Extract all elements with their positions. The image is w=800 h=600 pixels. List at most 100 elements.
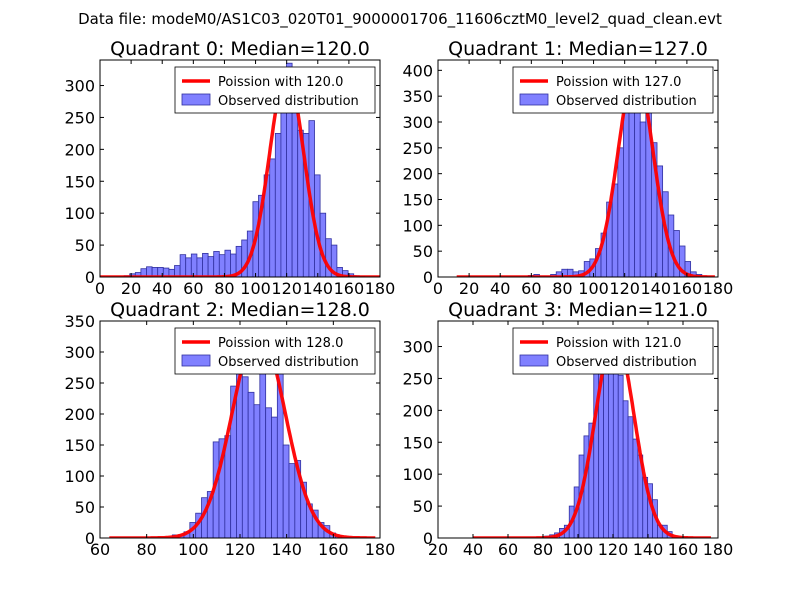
- x-tick-label: 180: [703, 279, 734, 298]
- legend-label-poisson: Poission with 128.0: [218, 336, 343, 351]
- x-tick-label: 180: [365, 279, 396, 298]
- y-tick-label: 300: [64, 77, 95, 96]
- legend-bar-swatch: [181, 354, 211, 367]
- x-tick-label: 100: [240, 279, 271, 298]
- figure-suptitle: Data file: modeM0/AS1C03_020T01_90000017…: [78, 10, 722, 29]
- legend-bar-swatch: [181, 93, 211, 106]
- x-tick-label: 80: [533, 540, 553, 559]
- x-tick-label: 80: [552, 279, 572, 298]
- y-tick-label: 250: [64, 108, 95, 127]
- histogram-bar: [274, 132, 282, 277]
- histogram-bar: [330, 244, 338, 277]
- legend-label-observed: Observed distribution: [556, 355, 697, 370]
- histogram-bar: [190, 253, 198, 277]
- legend-bar-swatch: [519, 354, 549, 367]
- histogram-bar: [236, 373, 243, 538]
- histogram-bar: [265, 407, 272, 538]
- y-tick-label: 50: [413, 497, 433, 516]
- x-tick-label: 100: [578, 279, 609, 298]
- subplot-title: Quadrant 3: Median=121.0: [448, 299, 708, 321]
- y-tick-label: 100: [64, 204, 95, 223]
- histogram-bar: [611, 183, 619, 277]
- y-tick-label: 200: [64, 405, 95, 424]
- x-tick-label: 80: [214, 279, 234, 298]
- histogram-bar: [179, 254, 187, 277]
- x-tick-label: 120: [609, 279, 640, 298]
- x-tick-label: 60: [90, 540, 110, 559]
- axes-frame: [99, 59, 381, 278]
- legend-label-observed: Observed distribution: [556, 94, 697, 109]
- axes-frame: [437, 59, 719, 278]
- y-tick-label: 150: [402, 433, 433, 452]
- x-tick-label: 80: [136, 540, 156, 559]
- histogram-bar: [224, 435, 232, 538]
- x-tick-label: 140: [271, 540, 302, 559]
- y-tick-label: 350: [402, 87, 433, 106]
- legend: Poission with 121.0 Observed distribution: [512, 327, 714, 375]
- histogram-bar: [288, 463, 296, 538]
- legend: Poission with 120.0 Observed distribution: [174, 66, 376, 114]
- x-tick-label: 160: [672, 279, 703, 298]
- plot-area: [108, 328, 376, 538]
- y-tick-label: 250: [64, 374, 95, 393]
- y-tick-label: 250: [402, 139, 433, 158]
- histogram-bar: [282, 444, 290, 538]
- histogram-bar: [213, 251, 220, 277]
- poisson-curve: [455, 68, 716, 277]
- x-tick-label: 0: [433, 279, 443, 298]
- x-tick-label: 180: [703, 540, 734, 559]
- y-tick-label: 150: [64, 172, 95, 191]
- x-tick-label: 20: [428, 540, 448, 559]
- histogram-bar: [196, 257, 203, 277]
- y-tick-label: 100: [64, 467, 95, 486]
- subplot-grid: 0 20 40 60 80 100 120 140 160 1800501001502002503…: [64, 38, 733, 559]
- histogram-bar: [185, 257, 192, 277]
- y-tick-label: 400: [402, 61, 433, 80]
- y-tick-label: 100: [402, 216, 433, 235]
- histogram-bar: [617, 374, 624, 538]
- legend-label-poisson: Poission with 121.0: [556, 336, 681, 351]
- y-tick-label: 200: [402, 401, 433, 420]
- y-tick-label: 300: [64, 343, 95, 362]
- histogram-bar: [617, 147, 624, 277]
- histogram-bar: [269, 158, 276, 277]
- legend-bar-swatch: [519, 93, 549, 106]
- x-tick-label: 160: [668, 540, 699, 559]
- x-tick-label: 100: [563, 540, 594, 559]
- y-tick-label: 200: [402, 165, 433, 184]
- subplot-quadrant-2: 60 80 100 120 140 160 180 0 50 100 150 200 250 300 350…: [64, 299, 395, 559]
- histogram-bar: [627, 416, 634, 538]
- subplot-title: Quadrant 2: Median=128.0: [110, 299, 370, 321]
- legend: Poission with 127.0 Observed distribution: [512, 66, 714, 114]
- histogram-bar: [673, 230, 680, 277]
- x-tick-label: 160: [318, 540, 349, 559]
- histogram-bar: [603, 365, 609, 538]
- legend-label-poisson: Poission with 127.0: [556, 75, 681, 90]
- y-tick-label: 300: [402, 338, 433, 357]
- legend: Poission with 128.0 Observed distribution: [174, 327, 376, 375]
- y-tick-label: 150: [402, 191, 433, 210]
- x-tick-label: 40: [463, 540, 483, 559]
- histogram-bar: [634, 106, 641, 277]
- x-tick-label: 120: [225, 540, 256, 559]
- subplot-title: Quadrant 1: Median=127.0: [448, 38, 708, 60]
- histogram-bar: [639, 121, 647, 277]
- x-tick-label: 20: [121, 279, 141, 298]
- subplot-title: Quadrant 0: Median=120.0: [110, 38, 370, 60]
- x-tick-label: 0: [95, 279, 105, 298]
- histogram-bar: [623, 111, 630, 277]
- legend-label-observed: Observed distribution: [218, 94, 359, 109]
- subplot-quadrant-0: 0 20 40 60 80 100 120 140 160 1800501001502002503…: [64, 38, 395, 298]
- y-tick-label: 0: [423, 268, 433, 287]
- histogram-bar: [247, 391, 255, 538]
- x-tick-label: 160: [334, 279, 365, 298]
- legend-label-poisson: Poission with 120.0: [218, 75, 343, 90]
- y-tick-label: 300: [402, 113, 433, 132]
- x-tick-label: 140: [641, 279, 672, 298]
- histogram-bar: [253, 404, 261, 538]
- y-tick-label: 0: [423, 529, 433, 548]
- y-tick-label: 200: [64, 140, 95, 159]
- x-tick-label: 60: [498, 540, 518, 559]
- histogram-bar: [612, 352, 619, 538]
